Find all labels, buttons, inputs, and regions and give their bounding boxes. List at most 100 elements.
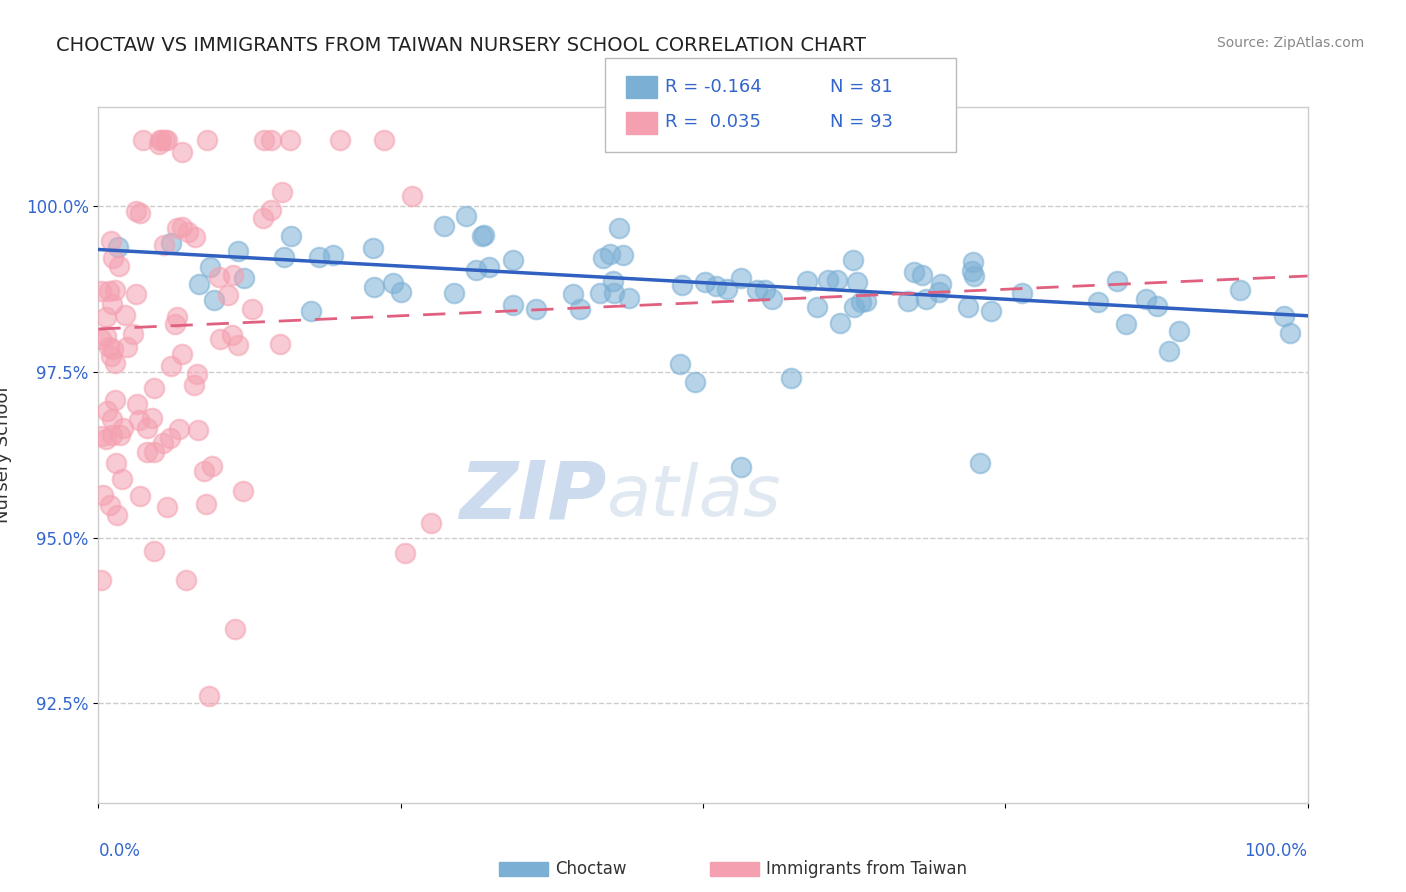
Point <box>159 235 181 250</box>
Point <box>107 259 129 273</box>
Point <box>100 350 122 364</box>
Point <box>98 499 121 513</box>
Point <box>465 263 488 277</box>
Point <box>609 221 631 235</box>
Point <box>842 301 865 315</box>
Point <box>980 304 1002 318</box>
Point <box>193 464 215 478</box>
Point <box>194 497 217 511</box>
Point <box>568 301 591 316</box>
Y-axis label: Nursery School: Nursery School <box>0 386 11 524</box>
Point <box>156 500 179 515</box>
Point <box>142 381 165 395</box>
Point <box>153 133 176 147</box>
Point <box>114 308 136 322</box>
Point <box>1115 318 1137 332</box>
Point <box>1157 343 1180 358</box>
Point <box>208 269 231 284</box>
Text: N = 93: N = 93 <box>830 113 893 131</box>
Point <box>170 219 193 234</box>
Point <box>159 431 181 445</box>
Point <box>716 282 738 296</box>
Point <box>183 377 205 392</box>
Text: R =  0.035: R = 0.035 <box>665 113 761 131</box>
Point <box>962 255 984 269</box>
Point <box>104 356 127 370</box>
Point <box>669 357 692 371</box>
Point <box>132 133 155 147</box>
Point <box>156 133 179 147</box>
Point <box>957 300 980 314</box>
Point <box>747 283 769 297</box>
Point <box>897 294 920 309</box>
Point <box>94 329 117 343</box>
Point <box>166 310 188 324</box>
Point <box>90 332 112 346</box>
Point <box>170 145 193 160</box>
Point <box>226 244 249 258</box>
Point <box>128 206 150 220</box>
Point <box>842 252 865 267</box>
Point <box>232 483 254 498</box>
Point <box>160 359 183 373</box>
Point <box>107 240 129 254</box>
Point <box>124 204 146 219</box>
Point <box>401 189 423 203</box>
Point <box>969 456 991 470</box>
Point <box>589 285 612 300</box>
Point <box>855 293 877 308</box>
Point <box>1135 292 1157 306</box>
Point <box>128 489 150 503</box>
Point <box>761 292 783 306</box>
Point <box>195 133 218 147</box>
Point <box>104 393 127 408</box>
Point <box>851 295 873 310</box>
Point <box>271 186 294 200</box>
Point <box>260 133 283 147</box>
Point <box>187 423 209 437</box>
Text: N = 81: N = 81 <box>830 78 893 95</box>
Point <box>419 516 441 530</box>
Point <box>103 343 125 357</box>
Point <box>148 136 170 151</box>
Point <box>1011 285 1033 300</box>
Point <box>90 573 112 587</box>
Point <box>828 316 851 330</box>
Point <box>166 220 188 235</box>
Point <box>960 264 983 278</box>
Point <box>253 133 276 147</box>
Point <box>96 404 118 418</box>
Point <box>135 421 157 435</box>
Point <box>685 375 707 389</box>
Point <box>1087 294 1109 309</box>
Point <box>101 252 124 266</box>
Point <box>91 429 114 443</box>
Point <box>363 280 385 294</box>
Point <box>382 277 405 291</box>
Point <box>101 428 124 442</box>
Point <box>443 286 465 301</box>
Point <box>704 279 727 293</box>
Point <box>198 260 221 274</box>
Point <box>111 472 134 486</box>
Point <box>373 133 395 147</box>
Point <box>1229 284 1251 298</box>
Point <box>911 268 934 282</box>
Point <box>104 283 127 297</box>
Point <box>170 346 193 360</box>
Point <box>167 422 190 436</box>
Point <box>602 274 624 288</box>
Point <box>221 328 243 343</box>
Point <box>389 285 412 300</box>
Text: ZIP: ZIP <box>458 458 606 536</box>
Point <box>104 456 127 470</box>
Point <box>125 286 148 301</box>
Text: Choctaw: Choctaw <box>555 860 627 878</box>
Point <box>202 293 225 307</box>
Point <box>796 274 818 288</box>
Point <box>730 460 752 475</box>
Point <box>599 247 621 261</box>
Point <box>228 338 250 352</box>
Point <box>128 413 150 427</box>
Point <box>98 340 121 354</box>
